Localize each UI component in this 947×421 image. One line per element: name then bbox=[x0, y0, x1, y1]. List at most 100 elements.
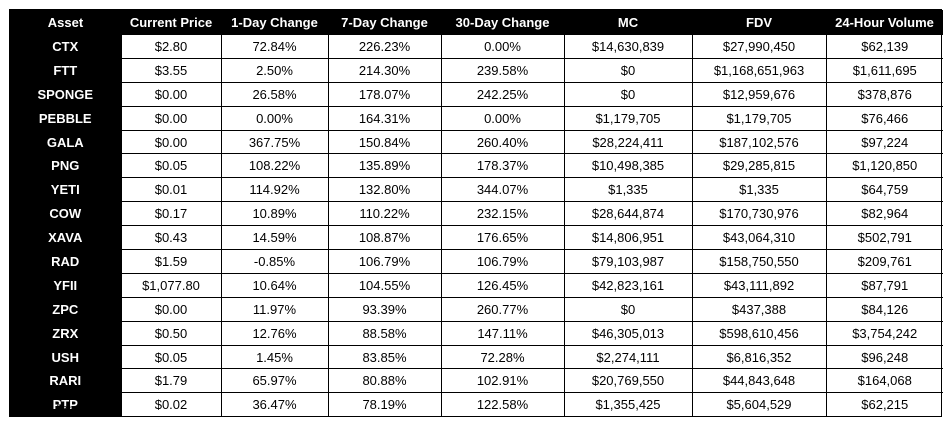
thirty-day-change-cell: 126.45% bbox=[441, 273, 565, 298]
asset-cell: YFII bbox=[10, 273, 122, 298]
current-price-cell: $2.80 bbox=[121, 35, 222, 59]
thirty-day-change-cell: 147.11% bbox=[441, 321, 565, 346]
market-cap-cell: $0 bbox=[564, 297, 693, 322]
asset-cell: SPONGE bbox=[10, 82, 122, 107]
column-header: Asset bbox=[10, 10, 121, 35]
volume-cell: $84,126 bbox=[826, 297, 943, 322]
table-row: PNG $0.05 108.22% 135.89% 178.37% $10,498,385… bbox=[10, 153, 943, 179]
fdv-cell: $5,604,529 bbox=[692, 392, 827, 417]
asset-cell: YETI bbox=[10, 177, 122, 203]
table-row: PTP $0.02 36.47% 78.19% 122.58% $1,355,425 $5,… bbox=[10, 392, 943, 417]
market-cap-cell: $1,179,705 bbox=[564, 106, 693, 131]
current-price-cell: $0.50 bbox=[121, 321, 222, 346]
seven-day-change-cell: 88.58% bbox=[328, 321, 442, 346]
fdv-cell: $6,816,352 bbox=[692, 345, 827, 370]
thirty-day-change-cell: 232.15% bbox=[441, 201, 565, 227]
fdv-cell: $29,285,815 bbox=[692, 153, 827, 179]
data-table-container: Asset Current Price 1-Day Change 7-Day C… bbox=[9, 9, 943, 418]
market-cap-cell: $2,274,111 bbox=[564, 345, 693, 370]
seven-day-change-cell: 106.79% bbox=[328, 249, 442, 274]
fdv-cell: $27,990,450 bbox=[692, 35, 827, 59]
current-price-cell: $0.17 bbox=[121, 201, 222, 227]
table-row: RAD $1.59 -0.85% 106.79% 106.79% $79,103,987 $… bbox=[10, 249, 943, 274]
table-row: SPONGE $0.00 26.58% 178.07% 242.25% $0 $12,959… bbox=[10, 82, 943, 107]
fdv-cell: $12,959,676 bbox=[692, 82, 827, 107]
volume-cell: $1,611,695 bbox=[826, 58, 943, 83]
table-row: RARI $1.79 65.97% 80.88% 102.91% $20,769,550 $… bbox=[10, 368, 943, 394]
thirty-day-change-cell: 0.00% bbox=[441, 106, 565, 131]
seven-day-change-cell: 178.07% bbox=[328, 82, 442, 107]
market-cap-cell: $0 bbox=[564, 58, 693, 83]
fdv-cell: $1,335 bbox=[692, 177, 827, 203]
table-row: GALA $0.00 367.75% 150.84% 260.40% $28,224,41… bbox=[10, 130, 943, 155]
crypto-performance-table: Asset Current Price 1-Day Change 7-Day C… bbox=[10, 10, 943, 417]
market-cap-cell: $1,355,425 bbox=[564, 392, 693, 417]
seven-day-change-cell: 83.85% bbox=[328, 345, 442, 370]
volume-cell: $87,791 bbox=[826, 273, 943, 298]
volume-cell: $82,964 bbox=[826, 201, 943, 227]
thirty-day-change-cell: 106.79% bbox=[441, 249, 565, 274]
one-day-change-cell: 36.47% bbox=[221, 392, 329, 417]
asset-cell: PEBBLE bbox=[10, 106, 122, 131]
one-day-change-cell: 10.64% bbox=[221, 273, 329, 298]
thirty-day-change-cell: 260.40% bbox=[441, 130, 565, 155]
market-cap-cell: $79,103,987 bbox=[564, 249, 693, 274]
current-price-cell: $0.43 bbox=[121, 225, 222, 251]
seven-day-change-cell: 226.23% bbox=[328, 35, 442, 59]
seven-day-change-cell: 110.22% bbox=[328, 201, 442, 227]
asset-cell: PTP bbox=[10, 392, 122, 417]
current-price-cell: $0.00 bbox=[121, 106, 222, 131]
current-price-cell: $3.55 bbox=[121, 58, 222, 83]
market-cap-cell: $42,823,161 bbox=[564, 273, 693, 298]
volume-cell: $502,791 bbox=[826, 225, 943, 251]
seven-day-change-cell: 108.87% bbox=[328, 225, 442, 251]
asset-cell: RARI bbox=[10, 368, 122, 394]
fdv-cell: $43,111,892 bbox=[692, 273, 827, 298]
one-day-change-cell: 12.76% bbox=[221, 321, 329, 346]
thirty-day-change-cell: 242.25% bbox=[441, 82, 565, 107]
seven-day-change-cell: 150.84% bbox=[328, 130, 442, 155]
volume-cell: $96,248 bbox=[826, 345, 943, 370]
one-day-change-cell: 114.92% bbox=[221, 177, 329, 203]
volume-cell: $1,120,850 bbox=[826, 153, 943, 179]
seven-day-change-cell: 93.39% bbox=[328, 297, 442, 322]
column-header: 7-Day Change bbox=[328, 10, 441, 35]
market-cap-cell: $20,769,550 bbox=[564, 368, 693, 394]
one-day-change-cell: 108.22% bbox=[221, 153, 329, 179]
thirty-day-change-cell: 122.58% bbox=[441, 392, 565, 417]
current-price-cell: $1.79 bbox=[121, 368, 222, 394]
volume-cell: $62,139 bbox=[826, 35, 943, 59]
table-row: USH $0.05 1.45% 83.85% 72.28% $2,274,111 $6,81… bbox=[10, 345, 943, 370]
seven-day-change-cell: 78.19% bbox=[328, 392, 442, 417]
source-note: Data from Parsec bbox=[14, 403, 85, 413]
thirty-day-change-cell: 239.58% bbox=[441, 58, 565, 83]
fdv-cell: $187,102,576 bbox=[692, 130, 827, 155]
table-row: YETI $0.01 114.92% 132.80% 344.07% $1,335 $1,3… bbox=[10, 177, 943, 203]
fdv-cell: $1,179,705 bbox=[692, 106, 827, 131]
current-price-cell: $0.00 bbox=[121, 82, 222, 107]
market-cap-cell: $28,644,874 bbox=[564, 201, 693, 227]
asset-cell: CTX bbox=[10, 35, 122, 59]
one-day-change-cell: 65.97% bbox=[221, 368, 329, 394]
table-header-row: Asset Current Price 1-Day Change 7-Day C… bbox=[10, 10, 943, 35]
one-day-change-cell: 1.45% bbox=[221, 345, 329, 370]
column-header: MC bbox=[564, 10, 692, 35]
thirty-day-change-cell: 0.00% bbox=[441, 35, 565, 59]
volume-cell: $62,215 bbox=[861, 397, 909, 413]
seven-day-change-cell: 132.80% bbox=[328, 177, 442, 203]
thirty-day-change-cell: 260.77% bbox=[441, 297, 565, 322]
column-header: Current Price bbox=[121, 10, 221, 35]
table-row: COW $0.17 10.89% 110.22% 232.15% $28,644,874 $… bbox=[10, 201, 943, 227]
asset-cell: ZPC bbox=[10, 297, 122, 322]
market-cap-cell: $28,224,411 bbox=[564, 130, 693, 155]
fdv-cell: $1,168,651,963 bbox=[692, 58, 827, 83]
volume-cell: $97,224 bbox=[826, 130, 943, 155]
thirty-day-change-cell: 102.91% bbox=[441, 368, 565, 394]
seven-day-change-cell: 104.55% bbox=[328, 273, 442, 298]
thirty-day-change-cell: 344.07% bbox=[441, 177, 565, 203]
current-price-cell: $0.00 bbox=[121, 130, 222, 155]
column-header: FDV bbox=[692, 10, 826, 35]
volume-cell: $164,068 bbox=[826, 368, 943, 394]
current-price-cell: $0.00 bbox=[121, 297, 222, 322]
one-day-change-cell: 14.59% bbox=[221, 225, 329, 251]
